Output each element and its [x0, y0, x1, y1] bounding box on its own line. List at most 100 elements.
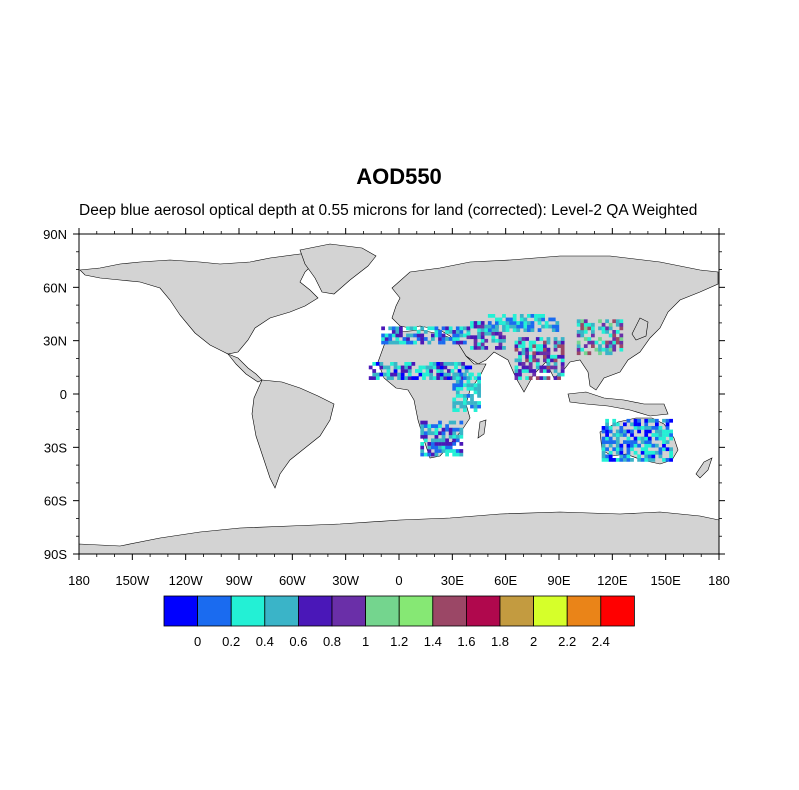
- aod-cell: [605, 344, 609, 348]
- aod-cell: [576, 340, 581, 345]
- aod-cell: [466, 331, 471, 336]
- aod-cell: [463, 376, 467, 380]
- aod-cell: [420, 337, 425, 341]
- aod-cell: [461, 362, 465, 366]
- aod-cell: [381, 326, 385, 331]
- aod-cell: [519, 324, 524, 329]
- aod-cell: [608, 347, 613, 352]
- aod-cell: [452, 333, 457, 338]
- aod-cell: [388, 333, 393, 338]
- aod-cell: [459, 394, 464, 398]
- aod-cell: [448, 442, 453, 446]
- aod-cell: [473, 386, 478, 391]
- aod-cell: [459, 442, 464, 446]
- aod-cell: [658, 429, 663, 434]
- aod-cell: [459, 431, 464, 436]
- aod-cell: [448, 420, 453, 425]
- aod-cell: [495, 331, 499, 336]
- aod-cell: [539, 347, 544, 352]
- aod-cell: [623, 454, 627, 459]
- aod-cell: [514, 369, 519, 373]
- aod-cell: [397, 376, 401, 380]
- aod-cell: [393, 362, 398, 366]
- aod-cell: [404, 369, 409, 373]
- aod-cell: [539, 369, 544, 373]
- aod-cell: [441, 442, 446, 446]
- colorbar-labels: 0 0.2 0.4 0.6 0.8 1 1.2 1.4 1.6 1.8 2 2.2 2.4: [194, 634, 610, 649]
- aod-cell: [521, 365, 526, 370]
- lon-tick-label: 180: [68, 573, 90, 588]
- aod-cell: [452, 452, 457, 457]
- aod-cell: [553, 344, 558, 348]
- aod-cell: [630, 429, 634, 434]
- aod-cell: [608, 440, 613, 444]
- aod-cell: [427, 442, 432, 446]
- aod-cell: [436, 376, 441, 380]
- aod-cell: [640, 458, 645, 462]
- aod-cell: [535, 362, 540, 366]
- aod-cell: [576, 319, 581, 324]
- aod-cell: [395, 326, 400, 331]
- aod-cell: [466, 379, 471, 384]
- aod-cell: [431, 431, 435, 436]
- aod-cell: [516, 321, 521, 325]
- aod-cell: [601, 443, 606, 448]
- aod-cell: [447, 362, 451, 366]
- aod-cell: [525, 347, 529, 352]
- colorbar-swatch: [566, 595, 602, 627]
- aod-cell: [399, 333, 403, 338]
- aod-cell: [466, 386, 471, 391]
- aod-cell: [495, 338, 499, 343]
- aod-cell: [400, 365, 405, 370]
- aod-cell: [615, 443, 620, 448]
- aod-cell: [388, 326, 393, 331]
- aod-cell: [502, 335, 506, 340]
- aod-cell: [406, 340, 410, 345]
- aod-cell: [413, 326, 417, 331]
- aod-cell: [427, 427, 432, 432]
- aod-cell: [626, 447, 631, 452]
- aod-cell: [388, 340, 393, 345]
- aod-cell: [452, 386, 457, 391]
- aod-cell: [662, 447, 666, 452]
- aod-cell: [404, 365, 409, 370]
- aod-cell: [406, 326, 410, 331]
- aod-cell: [495, 317, 499, 322]
- aod-cell: [537, 317, 542, 322]
- aod-cell: [477, 331, 481, 336]
- south-america: [251, 379, 335, 489]
- aod-cell: [477, 404, 481, 409]
- colorbar-swatch: [600, 595, 635, 627]
- aod-cell: [518, 344, 522, 348]
- aod-cell: [608, 436, 613, 441]
- aod-cell: [576, 330, 581, 334]
- aod-cell: [423, 431, 428, 436]
- aod-cell: [640, 440, 645, 444]
- aod-cell: [466, 335, 471, 340]
- aod-cell: [441, 333, 446, 338]
- aod-cell: [640, 426, 645, 430]
- aod-cell: [455, 340, 460, 345]
- colorbar-label: 2.2: [558, 634, 576, 649]
- aod-cell: [543, 365, 547, 370]
- aod-cell: [615, 450, 620, 455]
- aod-cell: [518, 354, 522, 359]
- aod-cell: [439, 365, 444, 370]
- aod-cell: [470, 394, 474, 398]
- aod-cell: [443, 372, 448, 377]
- aod-cell: [477, 376, 481, 380]
- aod-cell: [626, 458, 631, 462]
- aod-cell: [434, 326, 439, 331]
- aod-cell: [502, 346, 506, 350]
- aod-cell: [431, 337, 435, 341]
- aod-cell: [591, 333, 595, 338]
- aod-cell: [381, 340, 385, 345]
- aod-cell: [560, 365, 565, 370]
- aod-cell: [665, 433, 670, 437]
- aod-cell: [452, 397, 457, 402]
- lon-tick-label: 30W: [332, 573, 359, 588]
- lat-tick-label: 90N: [43, 227, 67, 242]
- aod-cell: [560, 351, 565, 356]
- aod-cell: [372, 369, 377, 373]
- aod-cell: [615, 340, 620, 345]
